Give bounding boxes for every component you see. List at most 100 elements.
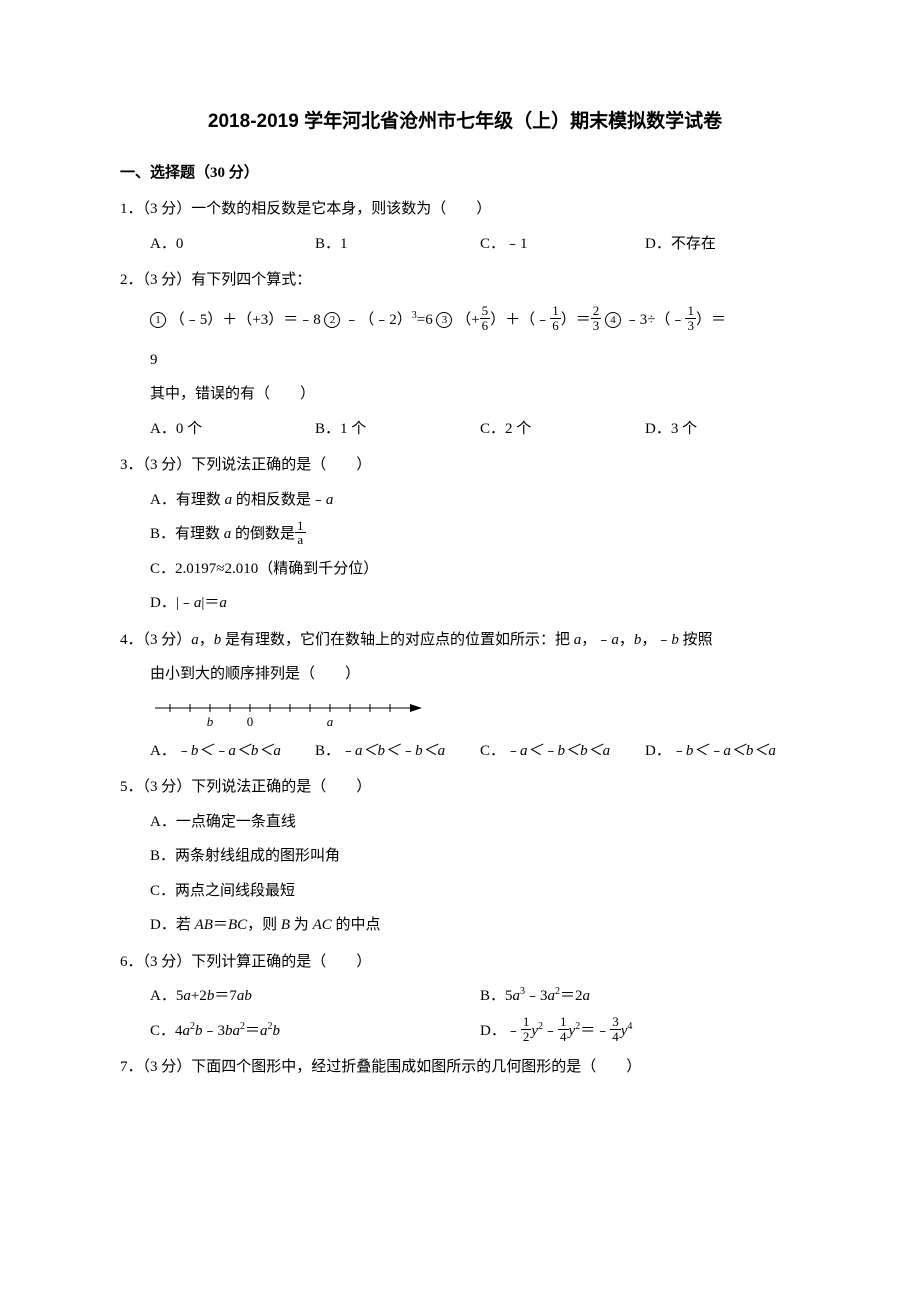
text: |＝: [201, 595, 219, 611]
var-b: B: [281, 917, 290, 933]
section-head-1: 一、选择题（30 分）: [120, 156, 810, 191]
question-1: 1．（3 分）一个数的相反数是它本身，则该数为（ ） A．0 B．1 C．﹣1 …: [120, 192, 810, 261]
var-ab: AB: [195, 917, 213, 933]
exp: 2: [575, 1021, 580, 1032]
question-6: 6．（3 分）下列计算正确的是（ ） A．5a+2b＝7ab B．5a3﹣3a2…: [120, 945, 810, 1049]
exp: 4: [627, 1021, 632, 1032]
text: 是有理数，它们在数轴上的对应点的位置如所示：把: [221, 632, 574, 648]
q4-choice-c: C．﹣a＜﹣b＜b＜a: [480, 734, 645, 769]
q1-choice-a: A．0: [150, 227, 315, 262]
q6-stem: 6．（3 分）下列计算正确的是（ ）: [120, 945, 810, 980]
text: D．|﹣: [150, 595, 194, 611]
q4-stem-line1: 4．（3 分）a，b 是有理数，它们在数轴上的对应点的位置如所示：把 a，﹣a，…: [120, 623, 810, 658]
q2-expr4a: ﹣3÷（﹣: [625, 312, 686, 328]
frac-den: 3: [591, 319, 602, 333]
question-4: 4．（3 分）a，b 是有理数，它们在数轴上的对应点的位置如所示：把 a，﹣a，…: [120, 623, 810, 769]
q2-expr3b: ）＋（﹣: [490, 312, 550, 328]
question-5: 5．（3 分）下列说法正确的是（ ） A．一点确定一条直线 B．两条射线组成的图…: [120, 770, 810, 943]
text: ＝: [213, 917, 228, 933]
text: D．若: [150, 917, 195, 933]
frac-num: 2: [591, 304, 602, 319]
q3-stem: 3．（3 分）下列说法正确的是（ ）: [120, 448, 810, 483]
frac-den: 2: [521, 1030, 532, 1044]
var-a: a: [219, 595, 227, 611]
var-a: a: [326, 492, 334, 508]
q3-choice-a: A．有理数 a 的相反数是﹣a: [150, 483, 810, 518]
frac-num: 5: [480, 304, 491, 319]
q1-stem: 1．（3 分）一个数的相反数是它本身，则该数为（ ）: [120, 192, 810, 227]
q3-choice-b: B．有理数 a 的倒数是1a: [150, 517, 810, 552]
q4-choice-a: A．﹣b＜﹣a＜b＜a: [150, 734, 315, 769]
var-ac: AC: [313, 917, 332, 933]
q4-choice-b: B．﹣a＜b＜﹣b＜a: [315, 734, 480, 769]
page-title: 2018-2019 学年河北省沧州市七年级（上）期末模拟数学试卷: [120, 100, 810, 144]
text: B．有理数: [150, 526, 224, 542]
q5-stem: 5．（3 分）下列说法正确的是（ ）: [120, 770, 810, 805]
frac-den: 3: [685, 319, 696, 333]
axis-label-b: b: [207, 714, 214, 729]
q2-expr4b: ）＝: [696, 312, 726, 328]
question-7: 7．（3 分）下面四个图形中，经过折叠能围成如图所示的几何图形的是（ ）: [120, 1050, 810, 1085]
frac-num: 3: [610, 1015, 621, 1030]
q2-expr3a: （+: [456, 312, 479, 328]
q2-choice-d: D．3 个: [645, 412, 810, 447]
frac-den: 6: [480, 319, 491, 333]
q2-expr2a: ﹣（﹣2）: [344, 312, 412, 328]
q5-choice-d: D．若 AB＝BC，则 B 为 AC 的中点: [150, 908, 810, 943]
q4-choice-d: D．﹣b＜﹣a＜b＜a: [645, 734, 810, 769]
q6-choice-a: A．5a+2b＝7ab: [150, 979, 480, 1014]
frac-den: a: [295, 533, 306, 547]
q6-choice-b: B．5a3﹣3a2＝2a: [480, 979, 810, 1014]
text: ，﹣: [641, 632, 671, 648]
frac-num: 1: [685, 304, 696, 319]
axis-label-0: 0: [247, 714, 254, 729]
exp: 2: [538, 1021, 543, 1032]
q2-choice-c: C．2 个: [480, 412, 645, 447]
question-2: 2．（3 分）有下列四个算式： 1 （﹣5）＋（+3）＝﹣8 2 ﹣（﹣2）3=…: [120, 263, 810, 446]
q2-expr2b: =6: [417, 312, 433, 328]
text: 4．（3 分）: [120, 632, 191, 648]
q2-mid: 其中，错误的有（ ）: [120, 377, 810, 412]
axis-label-a: a: [327, 714, 334, 729]
text: ，﹣: [581, 632, 611, 648]
q3-choice-c: C．2.0197≈2.010（精确到千分位）: [150, 552, 810, 587]
var-bc: BC: [228, 917, 247, 933]
q3-choice-d: D．|﹣a|＝a: [150, 586, 810, 621]
frac-num: 1: [295, 519, 306, 534]
text: ，: [199, 632, 214, 648]
frac-num: 1: [550, 304, 561, 319]
q2-expr3c: ）＝: [561, 312, 591, 328]
var-a: a: [191, 632, 199, 648]
q1-choice-b: B．1: [315, 227, 480, 262]
q5-choice-a: A．一点确定一条直线: [150, 805, 810, 840]
circled-1-icon: 1: [150, 312, 166, 328]
frac-den: 4: [558, 1030, 569, 1044]
q6-choice-c: C．4a2b﹣3ba2＝a2b: [150, 1014, 480, 1049]
q2-choice-a: A．0 个: [150, 412, 315, 447]
q4-stem-line2: 由小到大的顺序排列是（ ）: [120, 657, 810, 692]
text: 的倒数是: [231, 526, 295, 542]
question-3: 3．（3 分）下列说法正确的是（ ） A．有理数 a 的相反数是﹣a B．有理数…: [120, 448, 810, 621]
q2-nine: 9: [120, 343, 810, 378]
text: A．有理数: [150, 492, 225, 508]
var-a: a: [225, 492, 233, 508]
circled-4-icon: 4: [605, 312, 621, 328]
q2-expr1: （﹣5）＋（+3）＝﹣8: [170, 312, 325, 328]
q2-choice-b: B．1 个: [315, 412, 480, 447]
frac-den: 4: [610, 1030, 621, 1044]
q1-choice-c: C．﹣1: [480, 227, 645, 262]
q1-choice-d: D．不存在: [645, 227, 810, 262]
text: ，: [619, 632, 634, 648]
text: 的中点: [332, 917, 381, 933]
q7-stem: 7．（3 分）下面四个图形中，经过折叠能围成如图所示的几何图形的是（ ）: [120, 1050, 810, 1085]
frac-num: 1: [521, 1015, 532, 1030]
q2-expressions: 1 （﹣5）＋（+3）＝﹣8 2 ﹣（﹣2）3=6 3 （+56）＋（﹣16）＝…: [120, 298, 810, 343]
var-a: a: [611, 632, 619, 648]
text: 按照: [679, 632, 713, 648]
circled-3-icon: 3: [436, 312, 452, 328]
text: 为: [290, 917, 313, 933]
frac-den: 6: [550, 319, 561, 333]
text: 的相反数是﹣: [232, 492, 326, 508]
q2-stem: 2．（3 分）有下列四个算式：: [120, 263, 810, 298]
q6-choice-d: D．﹣12y2﹣14y2＝﹣34y4: [480, 1014, 810, 1049]
